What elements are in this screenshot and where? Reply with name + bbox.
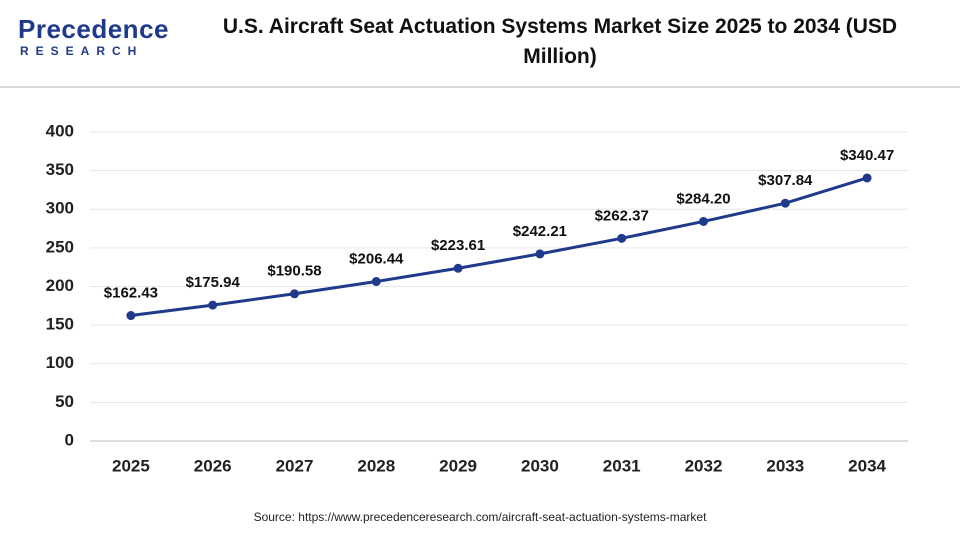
header-rule — [0, 86, 960, 88]
logo-name: Precedence — [18, 14, 169, 44]
x-tick-label: 2026 — [194, 456, 232, 475]
y-tick-label: 50 — [55, 392, 74, 411]
x-tick-label: 2027 — [276, 456, 314, 475]
data-point — [617, 233, 627, 243]
data-label: $162.43 — [104, 284, 158, 301]
x-tick-label: 2032 — [685, 456, 723, 475]
y-tick-label: 200 — [46, 276, 74, 295]
y-tick-label: 150 — [46, 315, 74, 334]
y-tick-label: 100 — [46, 353, 74, 372]
y-tick-label: 350 — [46, 160, 74, 179]
data-point — [862, 173, 872, 183]
data-label: $284.20 — [676, 190, 730, 207]
y-tick-label: 400 — [46, 121, 74, 140]
data-point — [780, 198, 790, 208]
x-tick-label: 2030 — [521, 456, 559, 475]
x-tick-label: 2034 — [848, 456, 886, 475]
data-label: $190.58 — [267, 263, 321, 280]
data-point — [290, 289, 299, 299]
data-label: $307.84 — [758, 172, 813, 189]
data-point — [699, 216, 708, 226]
data-point — [535, 249, 545, 259]
x-tick-label: 2029 — [439, 456, 477, 475]
data-label: $262.37 — [595, 207, 649, 224]
data-point — [453, 263, 463, 273]
x-tick-label: 2025 — [112, 456, 150, 475]
y-tick-label: 300 — [46, 199, 74, 218]
logo-tagline: RESEARCH — [20, 44, 144, 58]
x-tick-label: 2028 — [357, 456, 395, 475]
data-label: $206.44 — [349, 250, 404, 267]
y-tick-label: 250 — [46, 237, 74, 256]
series-line — [130, 176, 868, 318]
data-point — [371, 277, 381, 287]
data-point — [126, 311, 136, 321]
data-label: $175.94 — [186, 274, 241, 291]
x-tick-label: 2033 — [766, 456, 804, 475]
source-note: Source: https://www.precedenceresearch.c… — [253, 510, 707, 524]
data-point — [208, 300, 218, 310]
data-label: $340.47 — [840, 147, 894, 164]
y-tick-label: 0 — [65, 430, 74, 449]
chart-title: U.S. Aircraft Seat Actuation Systems Mar… — [222, 15, 898, 68]
x-tick-label: 2031 — [603, 456, 641, 475]
data-label: $242.21 — [513, 223, 567, 240]
data-label: $223.61 — [431, 237, 485, 254]
